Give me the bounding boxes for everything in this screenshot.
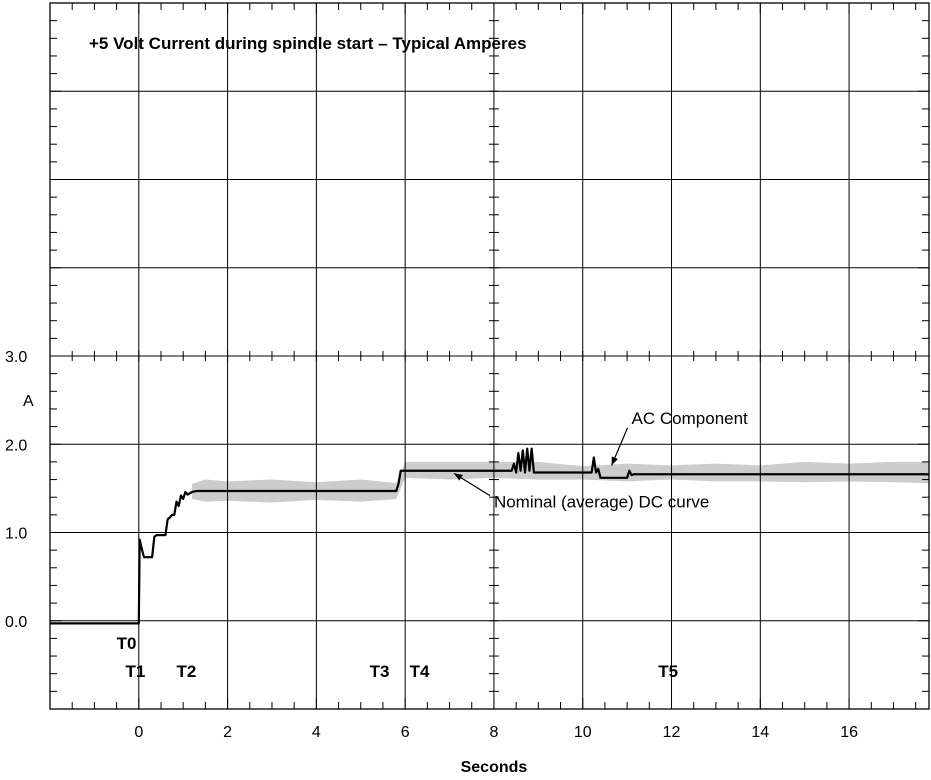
label-layer: 0 2 4 6 8 10 12 14 16 0.0 1.0 2.0 3.0 T0 T1 T2 T3 T4 T5 AC …	[5, 349, 858, 741]
x-tick-label: 6	[401, 724, 410, 741]
event-marker-label: T4	[410, 662, 430, 681]
ac-band-layer	[192, 461, 929, 503]
annotation-arrowhead	[611, 456, 618, 466]
y-tick-label: 1.0	[5, 526, 27, 543]
y-tick-label: 2.0	[5, 437, 27, 454]
x-tick-label: 4	[312, 724, 321, 741]
x-tick-label: 16	[840, 724, 858, 741]
event-marker-label: T0	[117, 634, 137, 653]
x-axis-label: Seconds	[461, 759, 528, 776]
annotation-label: AC Component	[632, 409, 749, 428]
event-marker-label: T3	[370, 662, 390, 681]
event-marker-label: T5	[658, 662, 678, 681]
chart-title: +5 Volt Current during spindle start – T…	[89, 34, 527, 53]
x-tick-label: 0	[134, 724, 143, 741]
annotation-arrowhead	[453, 473, 463, 481]
series-layer	[50, 447, 929, 625]
y-axis-label: A	[23, 393, 34, 410]
event-marker-label: T2	[177, 662, 197, 681]
dc-curve-line	[50, 447, 929, 625]
x-tick-label: 8	[489, 724, 498, 741]
y-tick-label: 3.0	[5, 349, 27, 366]
annotation-label: Nominal (average) DC curve	[494, 493, 709, 512]
tick-layer	[49, 2, 929, 710]
x-tick-label: 2	[223, 724, 232, 741]
x-tick-label: 12	[663, 724, 681, 741]
x-tick-label: 14	[751, 724, 769, 741]
x-tick-label: 10	[574, 724, 592, 741]
ac-component-band	[192, 461, 929, 503]
event-marker-label: T1	[125, 662, 145, 681]
y-tick-label: 0.0	[5, 614, 27, 631]
plot-frame	[49, 2, 930, 710]
